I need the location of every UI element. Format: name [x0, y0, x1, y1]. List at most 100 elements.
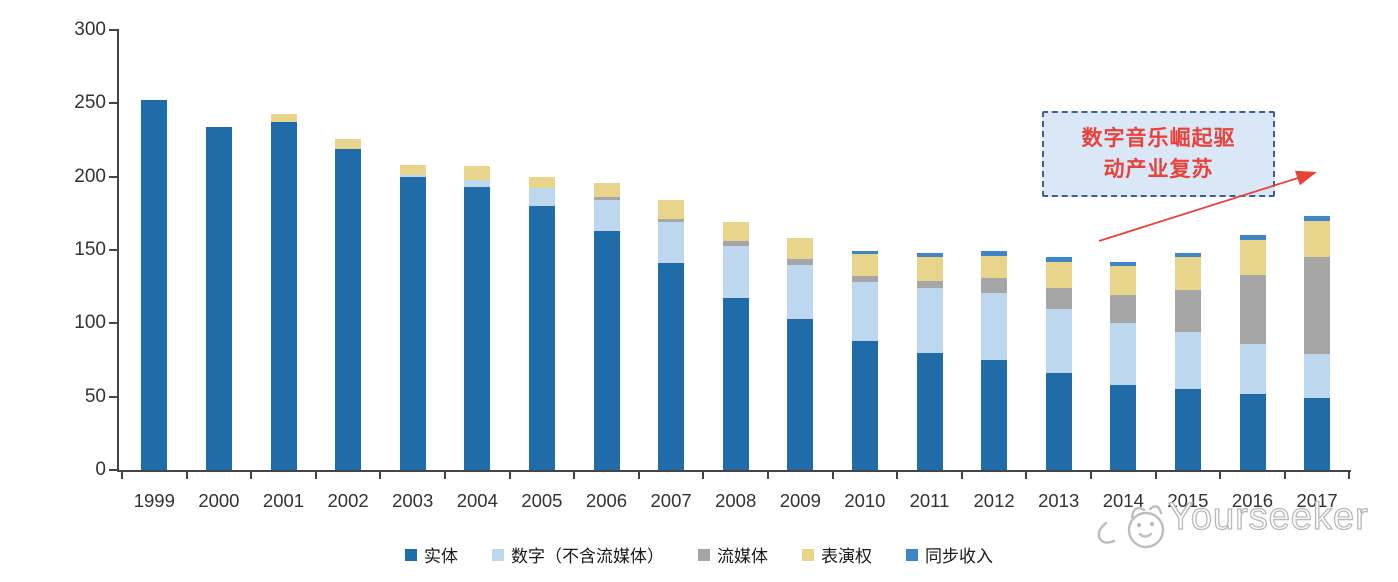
bar-segment-2013: [1045, 261, 1072, 289]
x-tick-label-2015: 2015: [1167, 490, 1209, 511]
x-tick-mark: [185, 471, 188, 479]
bar-segment-2009: [787, 318, 814, 470]
legend-swatch-icon: [802, 548, 814, 561]
x-tick-label-2009: 2009: [779, 490, 821, 511]
bar-segment-2005: [528, 206, 555, 470]
bar-segment-2017: [1304, 220, 1331, 258]
bar-segment-2009: [787, 258, 814, 265]
bar-segment-2011: [916, 280, 943, 289]
bar-segment-2012: [981, 277, 1008, 293]
bar-segment-2004: [464, 166, 491, 180]
x-tick-label-1999: 1999: [133, 490, 175, 511]
x-tick-mark: [508, 471, 511, 479]
x-tick-label-2013: 2013: [1038, 490, 1080, 511]
bar-segment-2005: [528, 188, 555, 206]
x-tick-mark: [250, 471, 253, 479]
bar-segment-2010: [851, 340, 878, 470]
bar-segment-2006: [593, 182, 620, 198]
legend-item: 数字（不含流媒体）: [492, 542, 664, 567]
x-tick-mark: [121, 471, 123, 479]
legend-swatch-icon: [698, 548, 710, 561]
x-tick-label-2000: 2000: [198, 490, 240, 511]
x-tick-label-2012: 2012: [973, 490, 1015, 511]
bar-segment-2007: [658, 219, 685, 223]
annotation-callout: 数字音乐崛起驱 动产业复苏: [1042, 111, 1275, 197]
watermark-text: Yourseeker: [1167, 495, 1369, 538]
bar-segment-2007: [658, 200, 685, 220]
legend-item: 同步收入: [906, 542, 993, 567]
legend-label: 同步收入: [925, 547, 993, 566]
bar-segment-2008: [722, 241, 749, 246]
bar-segment-2014: [1110, 384, 1137, 470]
bar-segment-2001: [270, 122, 297, 470]
bar-segment-2014: [1110, 295, 1137, 324]
bar-segment-2006: [593, 200, 620, 231]
bar-segment-2011: [916, 252, 943, 258]
y-tick-mark: [109, 29, 117, 31]
bar-segment-2012: [981, 292, 1008, 360]
bar-segment-2016: [1239, 235, 1266, 240]
legend-label: 数字（不含流媒体）: [511, 547, 664, 566]
x-tick-label-2010: 2010: [844, 490, 886, 511]
bar-segment-2015: [1174, 389, 1201, 470]
bar-segment-2005: [528, 176, 555, 189]
bar-segment-2010: [851, 276, 878, 283]
y-tick-label: 50: [84, 385, 106, 407]
bar-segment-2012: [981, 360, 1008, 470]
bar-segment-2010: [851, 254, 878, 277]
bar-segment-2016: [1239, 343, 1266, 394]
y-tick-mark: [109, 249, 117, 251]
x-tick-label-2006: 2006: [585, 490, 628, 511]
bar-segment-2003: [399, 164, 426, 176]
legend-item: 实体: [405, 542, 458, 567]
x-tick-label-2001: 2001: [262, 490, 305, 511]
y-tick-label: 250: [74, 92, 106, 114]
bar-segment-2013: [1045, 308, 1072, 374]
bar-segment-2010: [851, 251, 878, 255]
x-tick-mark: [379, 471, 382, 479]
x-tick-label-2003: 2003: [392, 490, 434, 511]
bar-segment-2007: [658, 222, 685, 264]
bar-segment-2006: [593, 230, 620, 470]
bar-segment-2014: [1110, 266, 1137, 296]
bar-segment-2004: [464, 186, 491, 470]
bar-segment-2008: [722, 245, 749, 299]
bar-segment-2009: [787, 238, 814, 259]
bar-segment-2017: [1304, 216, 1331, 221]
y-tick-label: 100: [74, 312, 106, 334]
bar-segment-2016: [1239, 393, 1266, 470]
bar-segment-2011: [916, 352, 943, 470]
y-tick-mark: [109, 322, 117, 325]
y-tick-label: 150: [74, 239, 106, 260]
bar-segment-2013: [1045, 373, 1072, 470]
x-tick-mark: [702, 471, 705, 479]
x-tick-mark: [1348, 471, 1351, 479]
legend-label: 实体: [424, 547, 458, 566]
x-tick-mark: [573, 471, 576, 479]
x-tick-label-2002: 2002: [327, 490, 369, 511]
x-tick-label-2017: 2017: [1296, 490, 1338, 511]
bar-segment-2003: [399, 175, 426, 177]
x-tick-mark: [831, 471, 834, 479]
bar-segment-2006: [593, 197, 620, 201]
bar-segment-2015: [1174, 257, 1201, 290]
x-tick-mark: [1219, 471, 1222, 479]
x-tick-label-2004: 2004: [456, 490, 498, 511]
x-tick-mark: [960, 471, 963, 479]
bar-segment-2011: [916, 288, 943, 353]
legend-swatch-icon: [906, 548, 918, 561]
x-tick-mark: [444, 471, 446, 479]
y-tick-mark: [109, 395, 117, 398]
legend-swatch-icon: [405, 548, 417, 561]
bar-segment-2017: [1304, 398, 1331, 470]
x-tick-label-2005: 2005: [521, 490, 563, 511]
annotation-line2: 动产业复苏: [1103, 157, 1214, 181]
annotation-line1: 数字音乐崛起驱: [1081, 125, 1236, 150]
bar-segment-2013: [1045, 288, 1072, 309]
bar-segment-2010: [851, 282, 878, 341]
bar-segment-2008: [722, 298, 749, 470]
bar-segment-2003: [399, 176, 426, 470]
y-tick-mark: [109, 175, 117, 178]
y-axis-line: [117, 29, 119, 471]
legend-item: 流媒体: [698, 542, 768, 567]
